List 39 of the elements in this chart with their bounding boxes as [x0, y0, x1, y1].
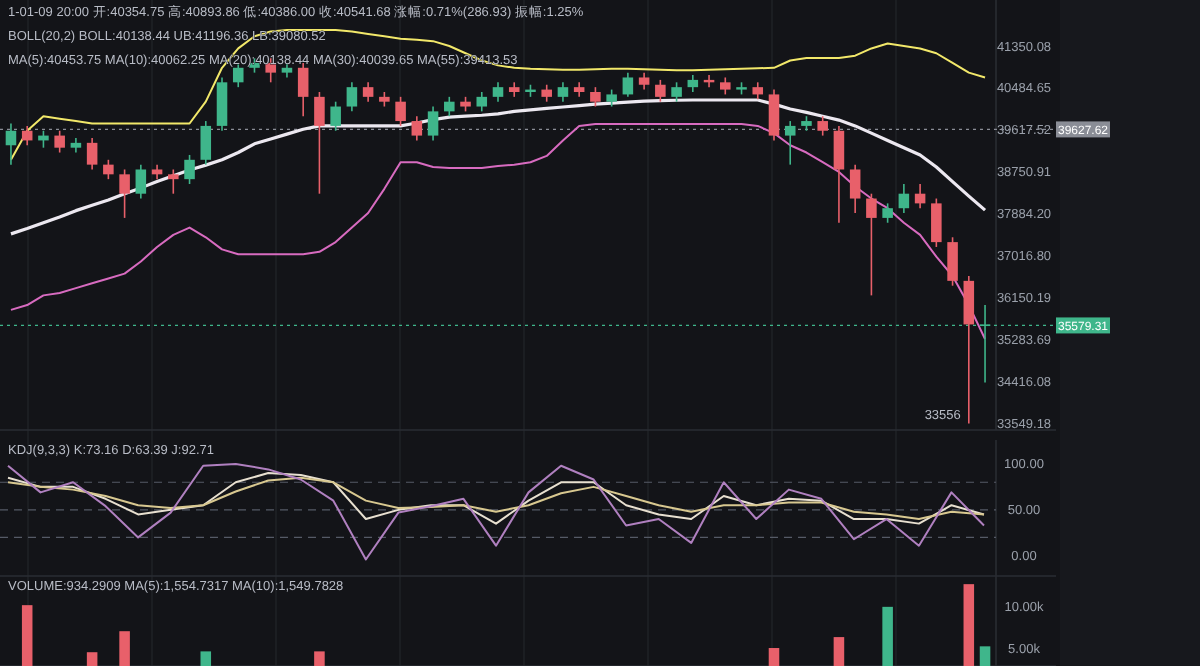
candlestick — [671, 81, 682, 103]
candlestick — [444, 96, 455, 118]
candlestick — [86, 137, 98, 171]
candlestick — [103, 159, 114, 180]
candlestick — [557, 81, 569, 103]
candlestick — [476, 91, 488, 113]
candlestick — [135, 163, 147, 200]
candlestick — [216, 76, 228, 132]
candlestick — [784, 120, 796, 166]
candlestick — [395, 96, 406, 127]
candlestick — [362, 81, 374, 103]
candlestick — [590, 86, 601, 108]
candlestick — [492, 81, 504, 103]
candlestick — [866, 192, 877, 297]
candlestick — [184, 154, 195, 185]
candlestick — [931, 197, 942, 248]
candlestick — [898, 183, 910, 214]
candlestick — [655, 79, 666, 103]
candlestick — [330, 100, 341, 132]
candlestick — [833, 125, 845, 224]
candlestick — [119, 168, 130, 219]
line-series — [9, 29, 987, 161]
candlestick — [346, 81, 358, 113]
candlestick — [817, 115, 828, 137]
line-series — [7, 462, 985, 561]
candlestick — [411, 115, 423, 142]
candlestick — [882, 202, 893, 224]
candlestick — [979, 304, 991, 384]
candlestick — [963, 275, 975, 425]
candlestick — [5, 122, 17, 166]
candlestick — [168, 168, 179, 195]
candlestick — [622, 71, 634, 98]
candlestick — [849, 163, 861, 214]
candlestick — [314, 91, 325, 195]
candlestick — [427, 105, 439, 142]
candlestick — [947, 236, 958, 287]
candlestick — [768, 88, 780, 142]
candlestick — [54, 129, 65, 154]
candlestick — [200, 120, 212, 166]
